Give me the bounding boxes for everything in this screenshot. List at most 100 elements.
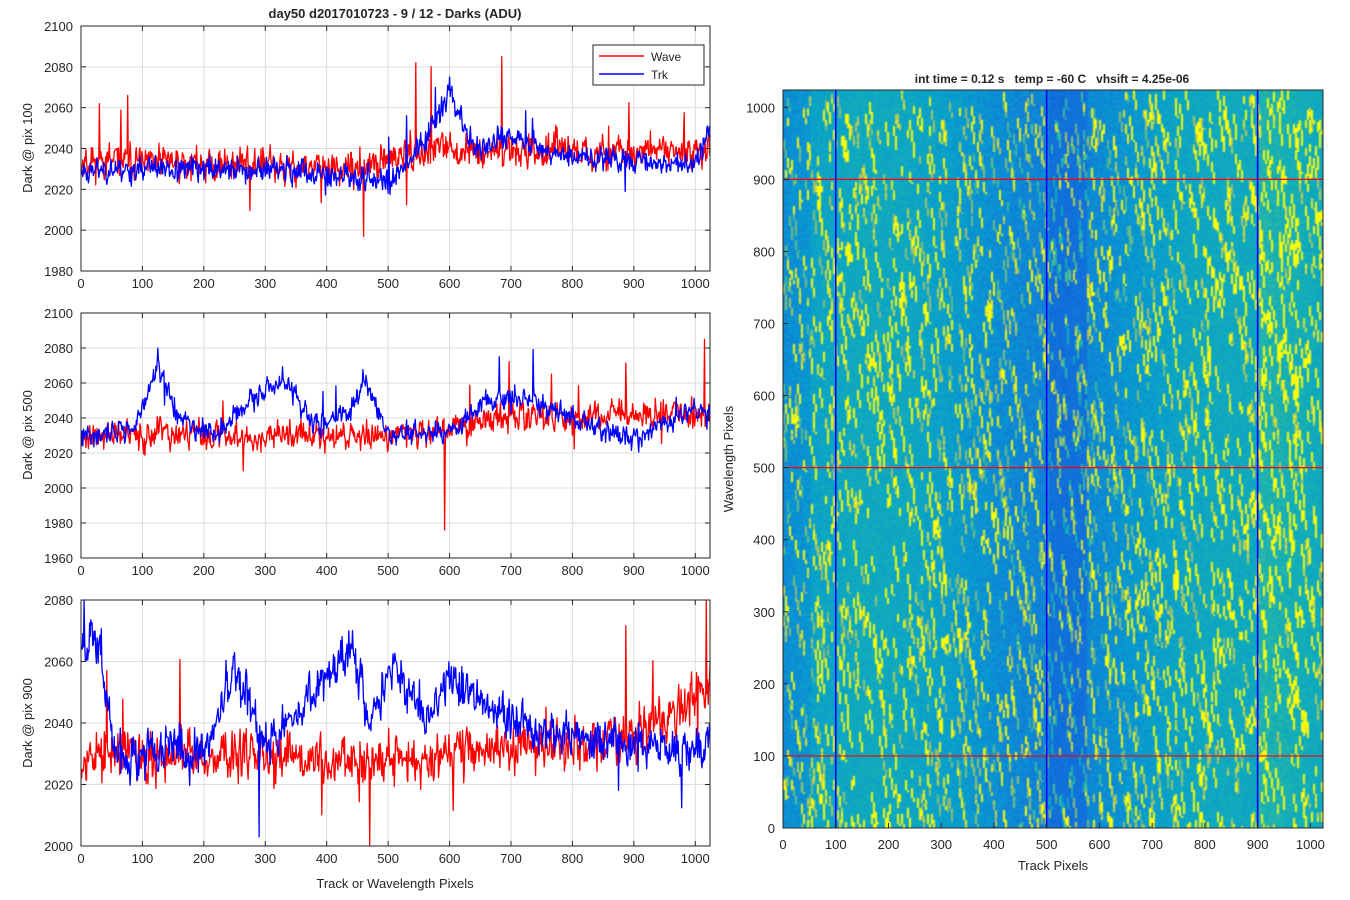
tick-label-y: 2100: [44, 19, 73, 34]
tick-label-x: 900: [623, 563, 645, 578]
heatmap-ylabel: Wavelength Pixels: [721, 405, 736, 512]
tick-label-y: 2080: [44, 60, 73, 75]
plot-pix-100-ticks: 0 100 200 300 400 500 600 700 800 900 1000 1980 2000…: [44, 19, 710, 291]
tick-label-x: 900: [623, 276, 645, 291]
series-line-trk: [81, 347, 710, 453]
heatmap-tick-label-x: 0: [779, 837, 786, 852]
heatmap-tick-label-y: 0: [768, 821, 775, 836]
tick-label-y: 2080: [44, 341, 73, 356]
tick-label-y: 1980: [44, 516, 73, 531]
heatmap-tick-label-y: 500: [753, 461, 775, 476]
tick-label-x: 400: [316, 276, 338, 291]
heatmap-raster: [783, 90, 1323, 828]
plot-pix-500: 0 100 200 300 400 500 600 700 800 900 1000 1960 1980…: [20, 306, 711, 578]
heatmap-tick-label-x: 800: [1194, 837, 1216, 852]
plot-pix-100-ylabel: Dark @ pix 100: [20, 103, 35, 193]
heatmap-markers: [783, 90, 1323, 828]
tick-label-x: 300: [254, 563, 276, 578]
heatmap-tick-label-y: 1000: [746, 100, 775, 115]
plot-pix-500-ticks: 0 100 200 300 400 500 600 700 800 900 1000 1960 1980…: [44, 306, 710, 578]
heatmap-tick-label-x: 600: [1089, 837, 1111, 852]
tick-label-x: 400: [316, 851, 338, 866]
tick-label-x: 600: [439, 851, 461, 866]
series-line-wave: [81, 338, 710, 531]
tick-label-x: 0: [77, 563, 84, 578]
heatmap-tick-label-y: 700: [753, 317, 775, 332]
heatmap-tick-label-x: 100: [825, 837, 847, 852]
heatmap-tick-label-y: 800: [753, 244, 775, 259]
tick-label-x: 700: [500, 276, 522, 291]
tick-label-x: 300: [254, 851, 276, 866]
tick-label-x: 500: [377, 276, 399, 291]
heatmap-plot: int time = 0.12 s temp = -60 C vhsift = …: [721, 72, 1325, 873]
legend-wave-label: Wave: [651, 50, 682, 64]
legend[interactable]: Wave Trk: [592, 44, 705, 86]
plot-pix-100: 0 100 200 300 400 500 600 700 800 900 1000 1980 2000…: [20, 19, 711, 291]
heatmap-tick-label-y: 900: [753, 172, 775, 187]
tick-label-x: 500: [377, 851, 399, 866]
heatmap-ticks: 0 100 200 300 400 500 600 700 800 900 1000 0 100 200 3…: [746, 100, 1325, 852]
tick-label-y: 2000: [44, 839, 73, 854]
figure-title: day50 d2017010723 - 9 / 12 - Darks (ADU): [269, 6, 522, 21]
heatmap-title: int time = 0.12 s temp = -60 C vhsift = …: [915, 72, 1190, 86]
tick-label-y: 2020: [44, 446, 73, 461]
heatmap-axes-box: [782, 89, 1324, 829]
legend-trk-label: Trk: [651, 68, 669, 82]
tick-label-y: 2000: [44, 481, 73, 496]
heatmap-tick-label-y: 600: [753, 389, 775, 404]
tick-label-x: 600: [439, 276, 461, 291]
series-line-trk: [81, 76, 710, 196]
tick-label-x: 600: [439, 563, 461, 578]
heatmap-tick-label-y: 100: [753, 749, 775, 764]
heatmap-tick-label-x: 200: [878, 837, 900, 852]
tick-label-x: 400: [316, 563, 338, 578]
tick-label-x: 200: [193, 563, 215, 578]
plot-pix-900-xlabel: Track or Wavelength Pixels: [316, 876, 474, 891]
tick-label-x: 900: [623, 851, 645, 866]
tick-label-y: 2040: [44, 716, 73, 731]
tick-label-x: 1000: [681, 276, 710, 291]
heatmap-image: [783, 90, 1323, 828]
tick-label-x: 800: [562, 276, 584, 291]
tick-label-y: 2080: [44, 593, 73, 608]
tick-label-x: 100: [132, 851, 154, 866]
tick-label-x: 700: [500, 563, 522, 578]
tick-label-y: 2060: [44, 101, 73, 116]
plot-pix-500-series: [81, 338, 710, 531]
heatmap-xlabel: Track Pixels: [1018, 858, 1089, 873]
tick-label-y: 2060: [44, 655, 73, 670]
tick-label-x: 100: [132, 276, 154, 291]
heatmap-tick-label-y: 200: [753, 677, 775, 692]
tick-label-y: 2020: [44, 182, 73, 197]
series-line-trk: [81, 600, 710, 838]
tick-label-y: 1980: [44, 264, 73, 279]
tick-label-x: 300: [254, 276, 276, 291]
tick-label-x: 700: [500, 851, 522, 866]
plot-pix-900: 0 100 200 300 400 500 600 700 800 900 1000 2000 2020…: [20, 593, 711, 891]
heatmap-tick-label-x: 1000: [1296, 837, 1325, 852]
tick-label-y: 2000: [44, 223, 73, 238]
tick-label-y: 2040: [44, 411, 73, 426]
tick-label-x: 100: [132, 563, 154, 578]
heatmap-tick-label-x: 900: [1247, 837, 1269, 852]
heatmap-tick-label-x: 300: [930, 837, 952, 852]
tick-label-y: 2040: [44, 142, 73, 157]
plot-pix-500-axes-box: [80, 312, 711, 559]
tick-label-x: 800: [562, 563, 584, 578]
plot-pix-900-ylabel: Dark @ pix 900: [20, 678, 35, 768]
tick-label-x: 500: [377, 563, 399, 578]
tick-label-x: 0: [77, 851, 84, 866]
tick-label-x: 1000: [681, 563, 710, 578]
tick-label-x: 200: [193, 276, 215, 291]
legend-box: [592, 44, 705, 86]
heatmap-tick-label-x: 700: [1141, 837, 1163, 852]
heatmap-tick-label-y: 300: [753, 605, 775, 620]
plot-pix-500-ylabel: Dark @ pix 500: [20, 390, 35, 480]
heatmap-tick-label-y: 400: [753, 533, 775, 548]
heatmap-tick-label-x: 400: [983, 837, 1005, 852]
tick-label-x: 200: [193, 851, 215, 866]
tick-label-x: 1000: [681, 851, 710, 866]
tick-label-y: 1960: [44, 551, 73, 566]
tick-label-y: 2020: [44, 778, 73, 793]
